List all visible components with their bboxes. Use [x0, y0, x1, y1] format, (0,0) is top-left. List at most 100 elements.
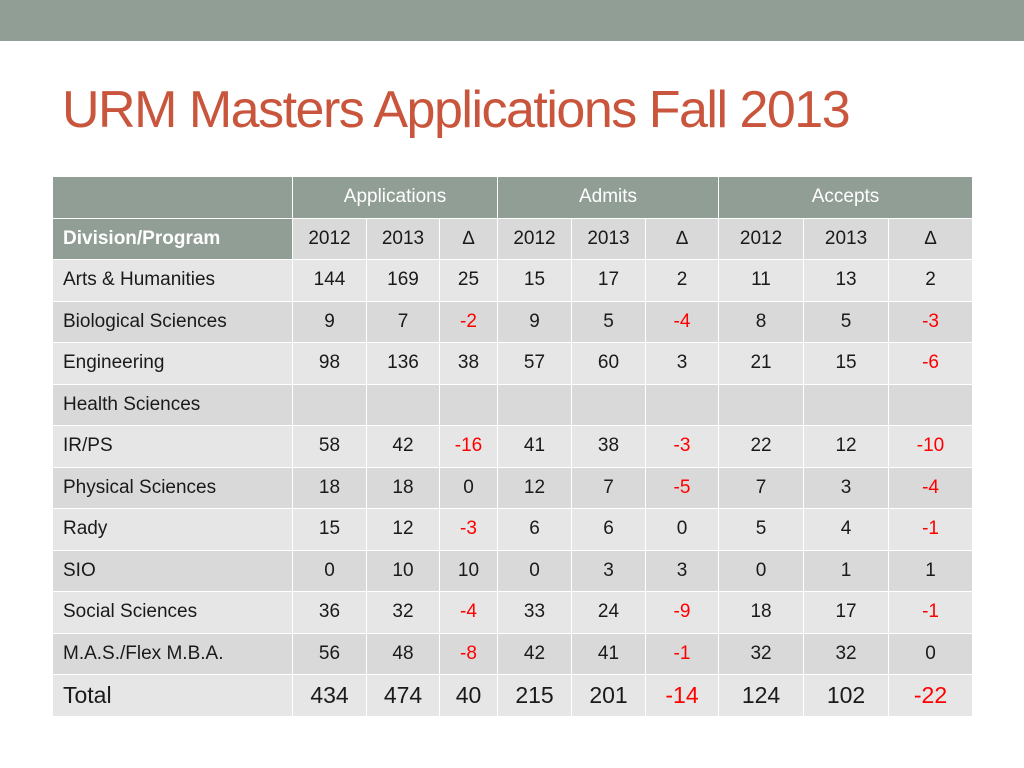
table-cell: 0 [718, 549, 805, 592]
table-cell: 42 [497, 632, 572, 675]
table-cell: 3 [571, 549, 646, 592]
total-label: Total [52, 674, 293, 717]
table-cell: -1 [888, 508, 974, 551]
table-cell: 15 [292, 508, 367, 551]
group-header-accepts: Accepts [718, 176, 974, 219]
table-cell: 1 [803, 549, 890, 592]
table-row: Physical Sciences 18 18 0 12 7 -5 7 3 -4 [52, 466, 974, 509]
table-cell: 144 [292, 259, 367, 302]
table-cell: 15 [803, 342, 890, 385]
column-header: 2012 [718, 217, 805, 260]
table-cell: -4 [644, 300, 720, 343]
table-cell: 12 [366, 508, 440, 551]
total-cell: 40 [439, 674, 498, 717]
total-cell: 201 [571, 674, 646, 717]
table-cell: 13 [803, 259, 890, 302]
slide-title: URM Masters Applications Fall 2013 [62, 81, 851, 139]
table-cell: 12 [803, 425, 890, 468]
table-row: Rady 15 12 -3 6 6 0 5 4 -1 [52, 508, 974, 551]
table-row: Arts & Humanities 144 169 25 15 17 2 11 13 2 [52, 259, 974, 302]
column-header: ∆ [439, 217, 498, 260]
table-cell [888, 383, 974, 426]
table-cell: 24 [571, 591, 646, 634]
table-cell [439, 383, 498, 426]
row-label: Biological Sciences [52, 300, 293, 343]
table-cell: 136 [366, 342, 440, 385]
table-cell: 2 [644, 259, 720, 302]
table-row: Engineering 98 136 38 57 60 3 21 15 -6 [52, 342, 974, 385]
column-header-division-program: Division/Program [52, 217, 293, 260]
table-cell: 2 [888, 259, 974, 302]
table-cell [718, 383, 805, 426]
top-accent-bar [0, 0, 1024, 41]
table-cell: 12 [497, 466, 572, 509]
row-label: Social Sciences [52, 591, 293, 634]
corner-cell [52, 176, 293, 219]
table-cell: -3 [888, 300, 974, 343]
row-label: M.A.S./Flex M.B.A. [52, 632, 293, 675]
table-cell: -1 [644, 632, 720, 675]
table-cell: -2 [439, 300, 498, 343]
table-row: M.A.S./Flex M.B.A. 56 48 -8 42 41 -1 32 32 0 [52, 632, 974, 675]
table-row: Biological Sciences 9 7 -2 9 5 -4 8 5 -3 [52, 300, 974, 343]
table-cell: 42 [366, 425, 440, 468]
table-cell: 18 [366, 466, 440, 509]
table-cell: 0 [292, 549, 367, 592]
table-cell: 9 [497, 300, 572, 343]
table-cell: 1 [888, 549, 974, 592]
table-cell: 15 [497, 259, 572, 302]
table-cell: 25 [439, 259, 498, 302]
column-header: ∆ [888, 217, 974, 260]
table-cell: -5 [644, 466, 720, 509]
table-cell: 48 [366, 632, 440, 675]
total-cell: 215 [497, 674, 572, 717]
column-header: ∆ [644, 217, 720, 260]
table-cell: 0 [439, 466, 498, 509]
table-cell [292, 383, 367, 426]
column-header-row: Division/Program 2012 2013 ∆ 2012 2013 ∆ 2012 20… [52, 217, 974, 260]
row-label: Arts & Humanities [52, 259, 293, 302]
table-cell: 56 [292, 632, 367, 675]
total-cell: -22 [888, 674, 974, 717]
row-label: Physical Sciences [52, 466, 293, 509]
table-cell: 0 [644, 508, 720, 551]
table-cell: 38 [439, 342, 498, 385]
table-cell: 32 [718, 632, 805, 675]
table-cell: 8 [718, 300, 805, 343]
table-row: Social Sciences 36 32 -4 33 24 -9 18 17 -1 [52, 591, 974, 634]
table-cell: 98 [292, 342, 367, 385]
table-cell: 6 [571, 508, 646, 551]
table-cell: -3 [644, 425, 720, 468]
table-cell: 10 [439, 549, 498, 592]
row-label: Health Sciences [52, 383, 293, 426]
table-cell: 9 [292, 300, 367, 343]
row-label: Engineering [52, 342, 293, 385]
column-header: 2013 [803, 217, 890, 260]
table-cell: 33 [497, 591, 572, 634]
total-cell: -14 [644, 674, 720, 717]
row-label: IR/PS [52, 425, 293, 468]
table-row: SIO 0 10 10 0 3 3 0 1 1 [52, 549, 974, 592]
table-cell: -8 [439, 632, 498, 675]
table-cell: 5 [571, 300, 646, 343]
table-cell: -4 [888, 466, 974, 509]
table-cell: 58 [292, 425, 367, 468]
applications-table: Applications Admits Accepts Division/Pro… [52, 176, 974, 717]
table-cell: 60 [571, 342, 646, 385]
table-cell: 3 [803, 466, 890, 509]
table-cell: -6 [888, 342, 974, 385]
group-header-applications: Applications [292, 176, 498, 219]
row-label: Rady [52, 508, 293, 551]
table-cell [803, 383, 890, 426]
column-header: 2013 [366, 217, 440, 260]
total-row: Total 434 474 40 215 201 -14 124 102 -22 [52, 674, 974, 717]
table-cell: 17 [803, 591, 890, 634]
table-cell: 11 [718, 259, 805, 302]
table-cell: -3 [439, 508, 498, 551]
table-cell: 4 [803, 508, 890, 551]
table-cell [497, 383, 572, 426]
total-cell: 102 [803, 674, 890, 717]
row-label: SIO [52, 549, 293, 592]
table-cell: 22 [718, 425, 805, 468]
table-cell [644, 383, 720, 426]
